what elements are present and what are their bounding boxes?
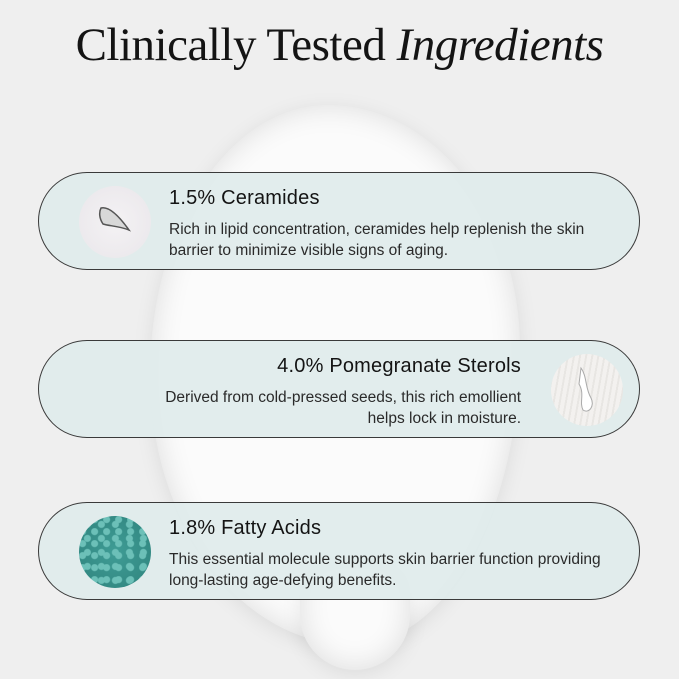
- ingredient-name: 1.5% Ceramides: [169, 187, 320, 209]
- ingredient-description: This essential molecule supports skin ba…: [169, 551, 601, 589]
- ingredient-name: 4.0% Pomegranate Sterols: [277, 355, 521, 377]
- page-title: Clinically Tested Ingredients: [0, 18, 679, 72]
- ingredient-name: 1.8% Fatty Acids: [169, 517, 322, 539]
- title-italic: Ingredients: [396, 19, 604, 71]
- ingredient-description: Derived from cold-pressed seeds, this ri…: [165, 389, 521, 427]
- ingredient-card-ceramides: 1.5% Ceramides Rich in lipid concentrati…: [38, 172, 640, 270]
- ingredient-card-fatty-acids: 1.8% Fatty Acids This essential molecule…: [38, 502, 640, 600]
- cream-swipe-image: [79, 186, 151, 258]
- title-regular: Clinically Tested: [75, 19, 397, 71]
- ingredient-card-pomegranate-sterols: 4.0% Pomegranate Sterols Derived from co…: [38, 340, 640, 438]
- ingredient-description: Rich in lipid concentration, ceramides h…: [169, 221, 585, 259]
- cream-drip-image: [551, 354, 623, 426]
- teal-bubbles-image: [79, 516, 151, 588]
